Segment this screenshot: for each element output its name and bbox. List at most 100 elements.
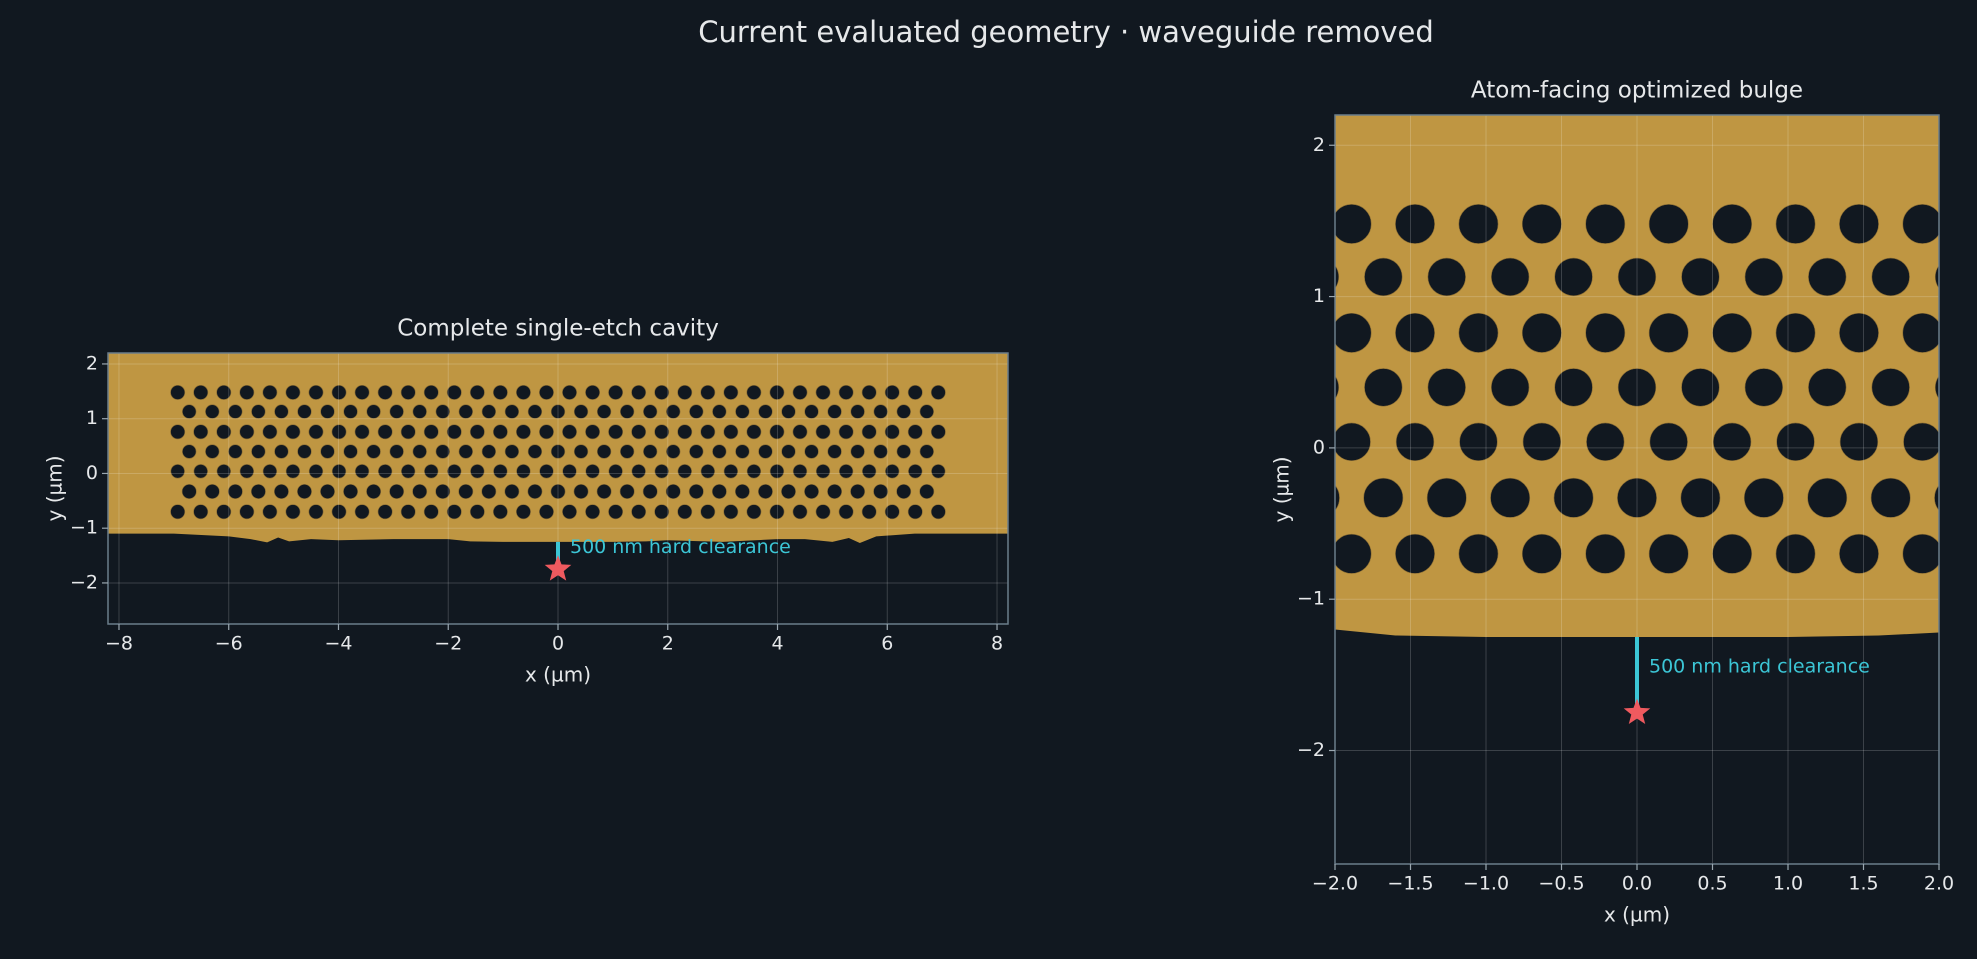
hole [781, 404, 796, 419]
hole [758, 484, 773, 499]
hole [550, 404, 566, 419]
hole [216, 424, 232, 440]
hole [677, 504, 693, 520]
hole [389, 444, 404, 459]
hole [654, 424, 670, 440]
hole [182, 444, 197, 459]
hole [297, 484, 312, 499]
hole [931, 464, 946, 479]
hole [354, 424, 370, 440]
hole [412, 484, 428, 499]
hole [885, 464, 900, 479]
hole [251, 444, 266, 459]
hole [1426, 477, 1467, 518]
hole [769, 424, 785, 440]
hole [746, 384, 762, 400]
hole [274, 444, 289, 459]
hole [1902, 533, 1939, 574]
x-tick-label: 6 [881, 633, 893, 655]
hole [204, 484, 220, 499]
hole [642, 484, 658, 499]
hole [1871, 257, 1910, 297]
hole [377, 464, 393, 479]
hole [458, 444, 473, 459]
y-tick-label: 1 [86, 407, 98, 429]
hole [308, 504, 324, 520]
hole [1490, 477, 1531, 518]
y-tick-label: 0 [86, 462, 98, 484]
hole [1335, 265, 1340, 289]
hole [550, 444, 566, 459]
y-tick-label: −1 [1297, 588, 1325, 610]
hole [907, 424, 923, 440]
hole [446, 424, 462, 440]
y-tick-label: 1 [1313, 285, 1325, 307]
hole [469, 384, 485, 400]
hole [182, 404, 197, 419]
hole [861, 504, 877, 520]
hole [285, 384, 301, 400]
hole [884, 504, 900, 520]
hole [492, 504, 508, 520]
x-tick-label: 0.5 [1697, 873, 1727, 895]
x-tick-label: −6 [215, 633, 243, 655]
hole [896, 404, 911, 419]
hole [608, 464, 623, 479]
hole [262, 384, 278, 400]
hole [1395, 204, 1435, 244]
hole [1335, 422, 1371, 462]
hole [308, 424, 324, 440]
hole [1712, 422, 1752, 462]
hole [573, 484, 589, 499]
hole [1490, 257, 1530, 297]
hole [804, 404, 819, 419]
hole [423, 424, 439, 440]
x-axis-label: x (µm) [1604, 903, 1670, 927]
hole [1458, 204, 1499, 244]
hole [331, 504, 347, 520]
hole [884, 424, 900, 440]
hole [435, 444, 450, 459]
hole [193, 504, 209, 520]
y-tick-label: 0 [1313, 436, 1325, 458]
atom-marker [544, 555, 572, 581]
hole [285, 464, 301, 479]
hole [689, 444, 704, 459]
hole [596, 404, 612, 419]
hole [331, 384, 347, 400]
hole [827, 404, 842, 419]
hole [539, 424, 554, 440]
hole [469, 424, 485, 440]
hole [700, 384, 716, 400]
hole [285, 504, 301, 520]
hole [643, 404, 658, 419]
hole [308, 464, 324, 479]
hole [919, 404, 934, 419]
hole [550, 484, 566, 499]
x-tick-label: 8 [991, 633, 1003, 655]
hole [274, 404, 289, 419]
hole [539, 384, 554, 400]
hole [562, 504, 577, 520]
hole [446, 384, 462, 400]
hole [504, 484, 520, 499]
hole [1934, 265, 1939, 289]
hole [1681, 257, 1720, 297]
hole [297, 404, 312, 419]
hole [711, 484, 727, 499]
x-tick-label: −0.5 [1538, 873, 1584, 895]
hole [666, 404, 681, 419]
hole [827, 444, 842, 459]
hole [769, 384, 785, 400]
hole [596, 484, 612, 499]
hole [239, 424, 255, 440]
hole [504, 404, 520, 419]
hole [1934, 375, 1939, 400]
hole [838, 464, 854, 479]
hole [515, 384, 531, 400]
hole [631, 464, 646, 479]
hole [896, 484, 912, 499]
hole [401, 464, 416, 479]
hole [446, 504, 462, 520]
